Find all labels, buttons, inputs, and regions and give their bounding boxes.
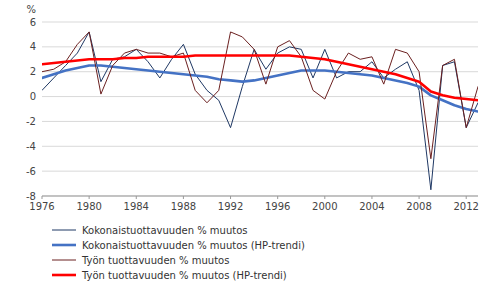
x-tick-label: 1992	[218, 201, 243, 212]
grid-line	[42, 96, 478, 97]
x-tick	[466, 196, 467, 199]
y-tick-label: -6	[26, 166, 36, 177]
y-tick-label: -2	[26, 116, 36, 127]
y-axis-label: %	[26, 4, 36, 15]
x-tick	[277, 196, 278, 199]
x-tick-label: 1988	[171, 201, 196, 212]
grid-line	[42, 146, 478, 147]
legend-label: Työn tuottavuuden % muutos (HP-trendi)	[81, 270, 287, 281]
x-tick-label: 2000	[312, 201, 337, 212]
x-tick-label: 2008	[406, 201, 431, 212]
grid-line	[42, 71, 478, 72]
x-tick	[89, 196, 90, 199]
grid-line	[42, 121, 478, 122]
y-tick-label: 4	[30, 41, 36, 52]
x-tick	[419, 196, 420, 199]
legend-swatch	[52, 260, 76, 261]
x-tick	[136, 196, 137, 199]
y-tick-label: 2	[30, 66, 36, 77]
legend-label: Kokonaistuottavuuden % muutos (HP-trendi…	[82, 240, 305, 251]
x-tick-label: 2012	[453, 201, 478, 212]
x-tick	[324, 196, 325, 199]
legend-label: Työn tuottavuuden % muutos	[81, 255, 229, 266]
y-tick-label: 0	[30, 91, 36, 102]
y-tick-label: 6	[30, 17, 36, 28]
x-tick-label: 1980	[76, 201, 101, 212]
x-tick-label: 1976	[29, 201, 54, 212]
series-line	[42, 56, 478, 101]
grid-line	[42, 22, 478, 23]
legend-swatch	[52, 244, 76, 247]
grid-line	[42, 171, 478, 172]
legend-swatch	[52, 230, 76, 231]
x-tick	[230, 196, 231, 199]
legend-swatch	[52, 274, 76, 277]
x-tick	[42, 196, 43, 199]
legend: Kokonaistuottavuuden % muutos Kokonaistuo…	[52, 225, 305, 281]
x-tick-label: 1984	[124, 201, 149, 212]
series-line	[42, 32, 478, 190]
grid-line	[42, 46, 478, 47]
x-tick	[183, 196, 184, 199]
x-axis-line	[42, 196, 478, 197]
legend-label: Kokonaistuottavuuden % muutos	[82, 225, 248, 236]
y-tick-label: -8	[26, 191, 36, 202]
x-tick	[371, 196, 372, 199]
grid-line	[42, 196, 478, 197]
y-tick-label: -4	[26, 141, 36, 152]
x-tick-label: 1996	[265, 201, 290, 212]
x-tick-label: 2004	[359, 201, 384, 212]
plot-area	[42, 32, 478, 190]
chart: -8 -6 -4 -2 0 2 4 6 1976 1980 1984 1988 1992 1996 2000…	[0, 0, 491, 302]
series-line	[42, 32, 478, 159]
grid	[42, 22, 478, 196]
series-line	[42, 66, 478, 112]
